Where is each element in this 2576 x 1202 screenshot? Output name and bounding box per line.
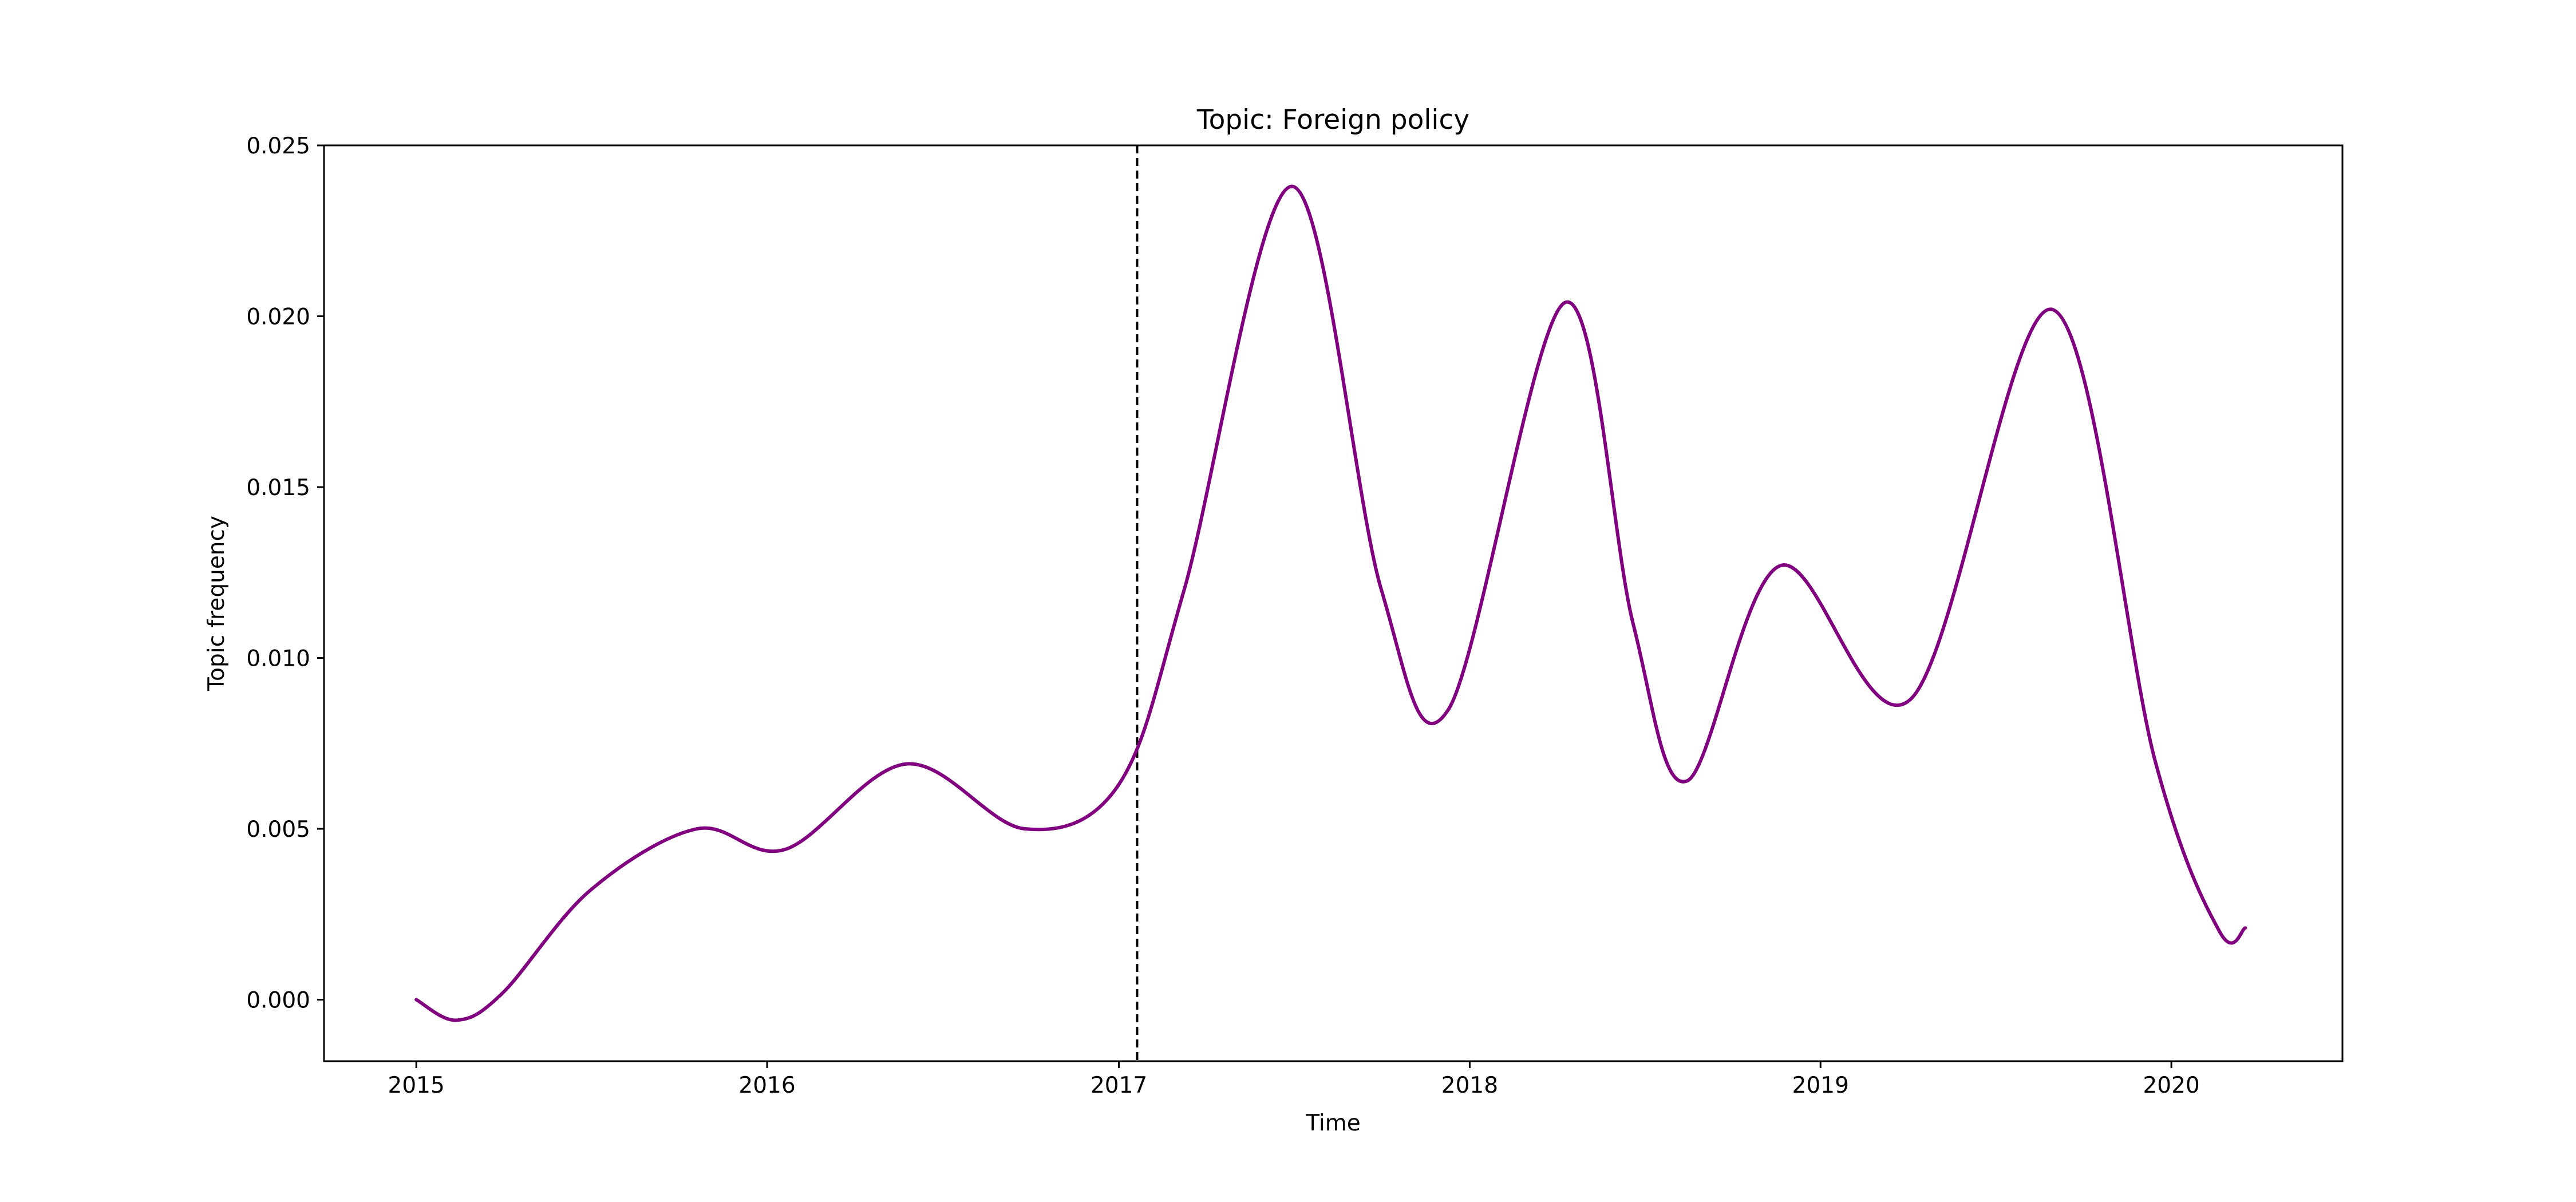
chart-title: Topic: Foreign policy (1196, 104, 1469, 136)
x-tick-label: 2016 (738, 1073, 795, 1098)
y-tick-label: 0.025 (246, 133, 310, 159)
x-axis-label: Time (1305, 1110, 1360, 1136)
plot-area (323, 144, 2344, 1062)
series-line (414, 184, 2247, 1022)
y-tick-label: 0.005 (246, 817, 310, 843)
y-axis-label: Topic frequency (204, 516, 230, 691)
x-tick-label: 2017 (1091, 1073, 1147, 1098)
x-tick-label: 2018 (1441, 1073, 1498, 1098)
y-tick-label: 0.000 (246, 988, 310, 1014)
x-axis: 2015 2016 2017 2018 2019 2020 (388, 1061, 2200, 1098)
y-tick-label: 0.010 (246, 646, 310, 672)
x-tick-label: 2019 (1792, 1073, 1849, 1098)
y-tick-label: 0.020 (246, 305, 310, 330)
plot-frame (323, 144, 2344, 1062)
y-axis: 0.000 0.005 0.010 0.015 0.020 0.025 (246, 133, 324, 1014)
x-tick-label: 2015 (388, 1073, 445, 1098)
x-tick-label: 2020 (2143, 1073, 2199, 1098)
y-tick-label: 0.015 (246, 475, 310, 501)
